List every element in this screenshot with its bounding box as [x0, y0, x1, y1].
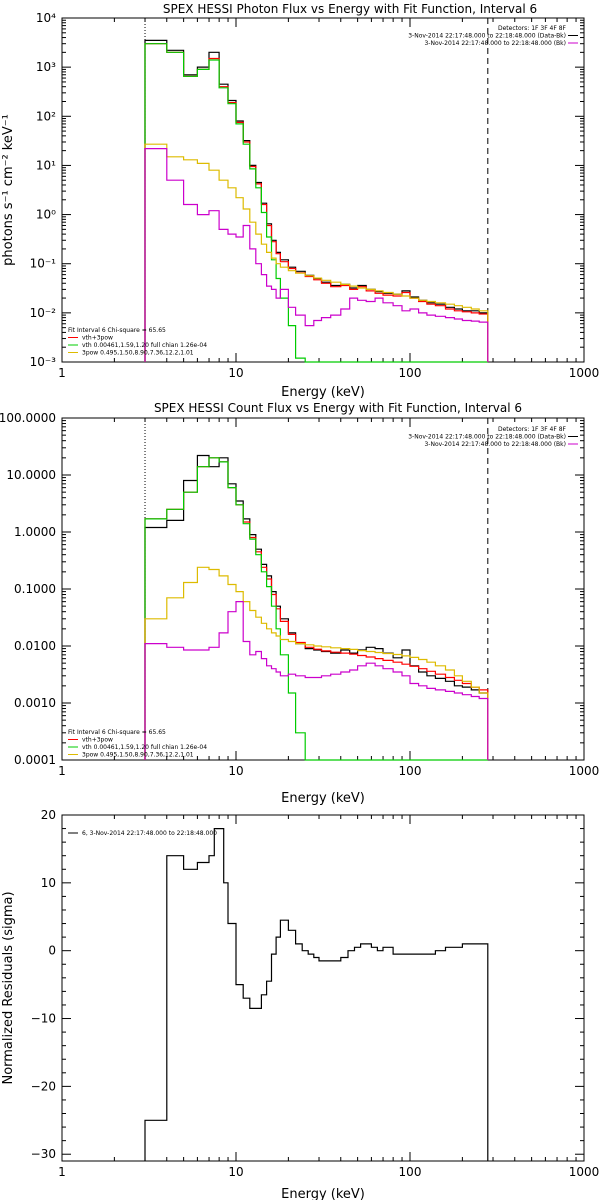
count-flux-x-axis-label: Energy (keV) [281, 791, 365, 806]
series-line [144, 457, 488, 761]
x-tick-label: 1000 [569, 1165, 600, 1179]
x-tick-label: 100 [399, 366, 422, 380]
photon-flux-annotations: Detectors: 1F 3F 4F 8F3-Nov-2014 22:17:4… [408, 25, 578, 47]
y-tick-label: 10 [41, 876, 56, 890]
count-flux-plot-frame [61, 417, 585, 761]
photon-flux-series [144, 39, 489, 363]
photon-flux-legend: Fit Interval 6 Chi-square = 65.65vth+3po… [68, 327, 207, 357]
photon-flux-x-axis-label: Energy (keV) [281, 385, 365, 400]
photon-flux-range-markers [144, 18, 489, 362]
x-tick-label: 1 [58, 1165, 66, 1179]
y-tick-label: −30 [31, 1147, 56, 1161]
residuals-plot-frame [61, 814, 585, 1162]
x-tick-label: 100 [399, 1165, 422, 1179]
x-tick-label: 10 [228, 366, 243, 380]
y-tick-label: 0.0100 [14, 639, 56, 653]
photon-flux-title: SPEX HESSI Photon Flux vs Energy with Fi… [163, 2, 537, 16]
residuals-x-axis-label: Energy (keV) [281, 1187, 365, 1200]
series-line [144, 43, 489, 362]
legend-entry: 3pow 0.495,1.50,8.90,7.36,12.2,1.01 [82, 350, 194, 357]
y-tick-label: 10⁴ [36, 11, 56, 25]
y-tick-label: 10.0000 [6, 468, 56, 482]
y-tick-label: 10³ [36, 60, 56, 74]
count-flux-title: SPEX HESSI Count Flux vs Energy with Fit… [154, 401, 522, 415]
y-tick-label: 20 [41, 808, 56, 822]
annotation-text: 3-Nov-2014 22:17:48.000 to 22:18:48.000 … [424, 441, 566, 448]
series-line [144, 454, 489, 760]
y-tick-label: −20 [31, 1079, 56, 1093]
count-flux-panel: SPEX HESSI Count Flux vs Energy with Fit… [0, 401, 599, 806]
x-tick-label: 1000 [569, 366, 600, 380]
legend-entry: vth+3pow [82, 737, 113, 744]
y-tick-label: −10 [31, 1012, 56, 1026]
legend-entry: Fit Interval 6 Chi-square = 65.65 [68, 729, 166, 736]
y-tick-label: 10⁻² [30, 306, 57, 320]
x-tick-label: 10 [228, 764, 243, 778]
y-tick-label: 100.0000 [0, 411, 56, 425]
residuals-y-axis-label: Normalized Residuals (sigma) [1, 891, 16, 1084]
photon-flux-y-axis-label: photons s⁻¹ cm⁻² keV⁻¹ [1, 114, 16, 266]
legend-entry: Fit Interval 6 Chi-square = 65.65 [68, 327, 166, 334]
legend-entry: vth 0.00461,1.59,1.20 full chian 1.26e-0… [82, 342, 207, 349]
legend-entry: 6, 3-Nov-2014 22:17:48.000 to 22:18:48.0… [82, 830, 217, 837]
series-line [144, 828, 489, 1161]
count-flux-range-markers [144, 418, 489, 760]
photon-flux-panel: SPEX HESSI Photon Flux vs Energy with Fi… [1, 2, 599, 400]
annotation-text: 3-Nov-2014 22:17:48.000 to 22:18:48.000 … [408, 33, 566, 40]
x-tick-label: 10 [228, 1165, 243, 1179]
y-tick-label: 10⁰ [36, 208, 56, 222]
legend-entry: vth 0.00461,1.59,1.20 full chian 1.26e-0… [82, 744, 207, 751]
count-flux-legend: Fit Interval 6 Chi-square = 65.65vth+3po… [68, 729, 207, 759]
series-line [144, 43, 488, 363]
count-flux-axis-ticks: 1 10 100 1000 0.0001 0.0010 0.0100 0.1000 1.0000… [0, 411, 599, 778]
residuals-series [144, 828, 489, 1161]
photon-flux-axis-ticks: 1 10 100 1000 10⁻³ 10⁻² 10⁻¹ 10⁰ 10¹ 10² 10³ 10⁴ [30, 11, 600, 380]
annotation-text: Detectors: 1F 3F 4F 8F [498, 25, 567, 32]
y-tick-label: 10⁻¹ [30, 257, 57, 271]
series-line [144, 148, 489, 362]
annotation-text: 3-Nov-2014 22:17:48.000 to 22:18:48.000 … [408, 434, 566, 441]
x-tick-label: 1 [58, 366, 66, 380]
count-flux-series [144, 454, 489, 761]
x-tick-label: 1000 [569, 764, 600, 778]
count-flux-annotations: Detectors: 1F 3F 4F 8F3-Nov-2014 22:17:4… [408, 426, 578, 448]
y-tick-label: 0 [48, 944, 56, 958]
residuals-axis-ticks: 1 10 100 1000 −30 −20 −10 0 10 20 [31, 808, 600, 1179]
series-line [144, 39, 489, 362]
y-tick-label: 10² [36, 109, 56, 123]
x-tick-label: 100 [399, 764, 422, 778]
residuals-legend: 6, 3-Nov-2014 22:17:48.000 to 22:18:48.0… [68, 830, 217, 837]
x-tick-label: 1 [58, 764, 66, 778]
y-tick-label: 0.1000 [14, 582, 56, 596]
y-tick-label: 1.0000 [14, 525, 56, 539]
y-tick-label: 0.0001 [14, 753, 56, 767]
residuals-panel: 1 10 100 1000 −30 −20 −10 0 10 20 Energy (keV) No… [1, 808, 599, 1200]
series-line [144, 566, 489, 760]
y-tick-label: 10⁻³ [30, 355, 57, 369]
y-tick-label: 0.0010 [14, 696, 56, 710]
series-line [144, 143, 489, 362]
photon-flux-plot-frame [61, 17, 585, 363]
legend-entry: 3pow 0.495,1.50,8.90,7.36,12.2,1.01 [82, 752, 194, 759]
legend-entry: vth+3pow [82, 335, 113, 342]
series-line [144, 601, 489, 760]
series-line [144, 457, 489, 760]
annotation-text: 3-Nov-2014 22:17:48.000 to 22:18:48.000 … [424, 40, 566, 47]
annotation-text: Detectors: 1F 3F 4F 8F [498, 426, 567, 433]
y-tick-label: 10¹ [36, 158, 56, 172]
